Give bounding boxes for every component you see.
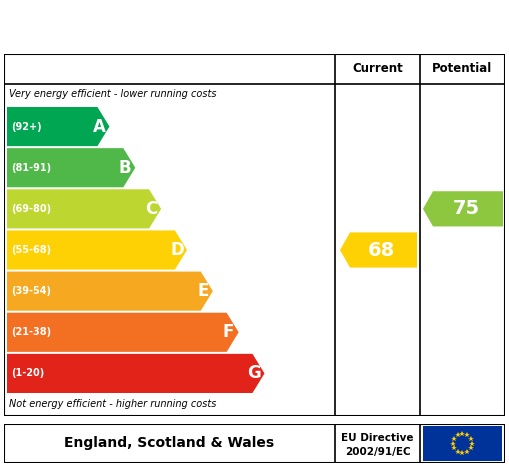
- Text: Very energy efficient - lower running costs: Very energy efficient - lower running co…: [9, 89, 216, 99]
- Text: (92+): (92+): [11, 121, 42, 132]
- Text: (21-38): (21-38): [11, 327, 51, 337]
- Text: 2002/91/EC: 2002/91/EC: [345, 447, 410, 457]
- Polygon shape: [340, 233, 417, 268]
- Polygon shape: [7, 230, 187, 269]
- Text: 75: 75: [453, 199, 479, 219]
- Text: EU Directive: EU Directive: [341, 432, 414, 443]
- Text: (55-68): (55-68): [11, 245, 51, 255]
- Polygon shape: [7, 354, 265, 393]
- Text: F: F: [223, 323, 234, 341]
- Text: D: D: [170, 241, 184, 259]
- Polygon shape: [7, 148, 135, 187]
- Text: Potential: Potential: [432, 63, 493, 76]
- Text: (81-91): (81-91): [11, 163, 51, 173]
- Text: (1-20): (1-20): [11, 368, 44, 378]
- Text: Energy Efficiency Rating: Energy Efficiency Rating: [101, 15, 408, 35]
- Polygon shape: [7, 107, 109, 146]
- Polygon shape: [7, 313, 239, 352]
- Polygon shape: [423, 191, 503, 226]
- Text: E: E: [197, 282, 209, 300]
- Text: Not energy efficient - higher running costs: Not energy efficient - higher running co…: [9, 399, 216, 409]
- Text: B: B: [119, 159, 132, 177]
- Text: England, Scotland & Wales: England, Scotland & Wales: [65, 437, 274, 451]
- Text: C: C: [145, 200, 157, 218]
- Text: 68: 68: [368, 241, 395, 260]
- Bar: [423, 426, 502, 461]
- Text: (39-54): (39-54): [11, 286, 51, 296]
- Text: Current: Current: [352, 63, 403, 76]
- Polygon shape: [7, 272, 213, 311]
- Polygon shape: [7, 189, 161, 228]
- Text: A: A: [93, 118, 106, 135]
- Text: G: G: [247, 364, 261, 382]
- Text: (69-80): (69-80): [11, 204, 51, 214]
